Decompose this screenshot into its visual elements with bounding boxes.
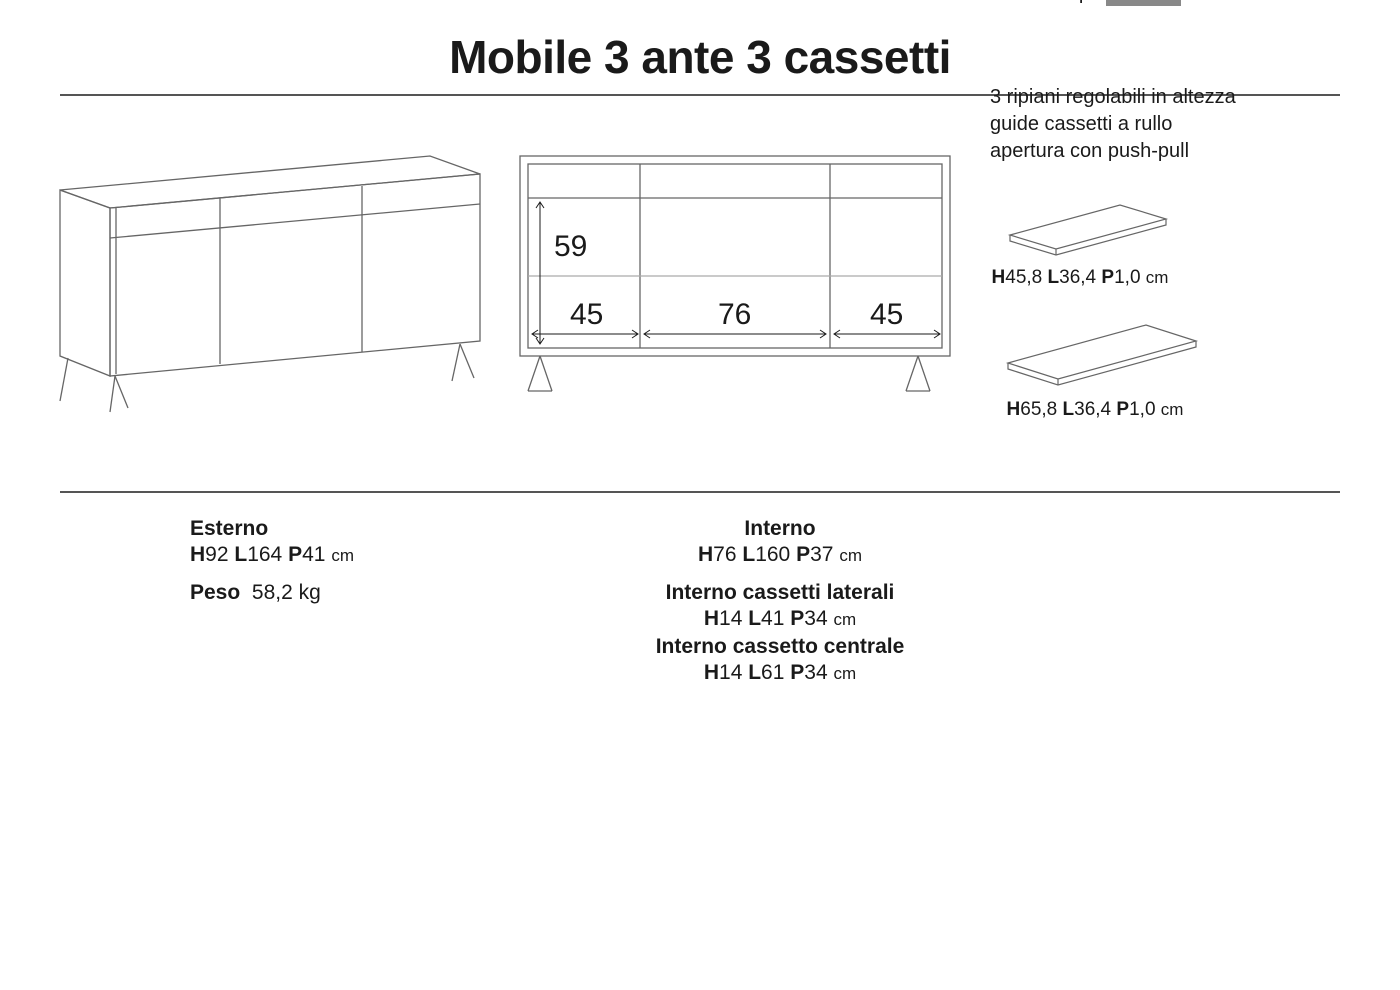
interno-dims: H76 L160 P37 cm (580, 543, 980, 567)
feature-2: guide cassetti a rullo (990, 113, 1236, 136)
dim-w1: 45 (570, 298, 603, 331)
page-title: Mobile 3 ante 3 cassetti (60, 30, 1340, 84)
info-column: struttura sp. 18 mm 3 ripiani regolabili… (990, 190, 1340, 421)
dim-height-label: 59 (554, 230, 587, 263)
peso-line: Peso 58,2 kg (190, 581, 480, 605)
struttura-badge: 18 mm (1106, 0, 1181, 6)
page: Mobile 3 ante 3 cassetti (0, 0, 1400, 990)
esterno-dims: H92 L164 P41 cm (190, 543, 480, 567)
cassetti-lat-title: Interno cassetti laterali (580, 581, 980, 605)
feature-1: 3 ripiani regolabili in altezza (990, 86, 1236, 109)
sideboard-3d-svg (60, 156, 480, 416)
cassetto-cent-dims: H14 L61 P34 cm (580, 661, 980, 685)
shelf-1: H45,8 L36,4 P1,0 cm (990, 197, 1170, 289)
specs-interno: Interno H76 L160 P37 cm Interno cassetti… (480, 517, 980, 689)
shelf-2: H65,8 L36,4 P1,0 cm (990, 319, 1200, 421)
main-row: 59 45 76 45 (60, 156, 1340, 421)
features-list: 3 ripiani regolabili in altezza guide ca… (990, 86, 1236, 167)
dim-w3: 45 (870, 298, 903, 331)
shelf-2-icon (990, 319, 1200, 389)
drawing-front: 59 45 76 45 (520, 156, 950, 421)
specs-row: Esterno H92 L164 P41 cm Peso 58,2 kg Int… (60, 517, 1340, 689)
cassetti-lat-dims: H14 L41 P34 cm (580, 607, 980, 631)
drawing-3d (60, 156, 480, 421)
cassetto-cent-title: Interno cassetto centrale (580, 635, 980, 659)
shelf-1-dims: H45,8 L36,4 P1,0 cm (990, 267, 1170, 289)
sideboard-front-svg: 59 45 76 45 (520, 156, 950, 416)
specs-esterno: Esterno H92 L164 P41 cm Peso 58,2 kg (60, 517, 480, 689)
struttura-line: struttura sp. 18 mm (990, 0, 1181, 6)
shelf-1-icon (990, 197, 1170, 257)
feature-3: apertura con push-pull (990, 140, 1236, 163)
shelf-2-dims: H65,8 L36,4 P1,0 cm (990, 399, 1200, 421)
dim-w2: 76 (718, 298, 751, 331)
interno-title: Interno (580, 517, 980, 541)
specs-divider (60, 491, 1340, 493)
struttura-label: struttura sp. (990, 0, 1096, 5)
esterno-title: Esterno (190, 517, 480, 541)
